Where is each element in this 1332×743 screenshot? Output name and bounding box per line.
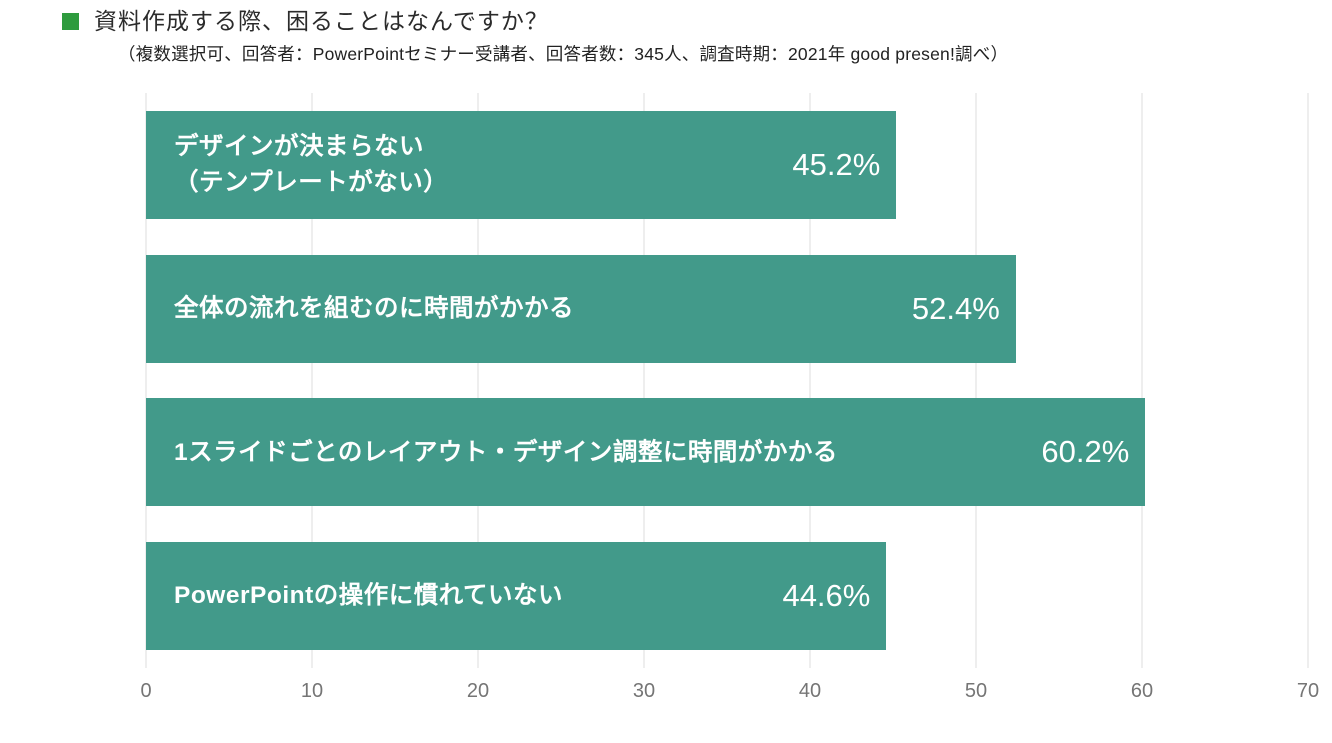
plot-area: デザインが決まらない （テンプレートがない） 45.2% 全体の流れを組むのに時間が…: [145, 93, 1309, 668]
bar: 1スライドごとのレイアウト・デザイン調整に時間がかかる 60.2%: [146, 398, 1146, 507]
gridline: [311, 93, 313, 668]
bar-value-label: 44.6%: [782, 578, 871, 614]
chart-header: 資料作成する際、困ることはなんですか？ （複数選択可、回答者：PowerPoin…: [62, 8, 1322, 66]
bar-category-label: PowerPointの操作に慣れていない: [174, 582, 564, 610]
x-axis: 0 10 20 30 40 50 60 70: [140, 668, 1319, 728]
x-axis-tick-label: 60: [1130, 680, 1154, 702]
gridline: [809, 93, 811, 668]
title-bullet-square-icon: [62, 13, 79, 30]
x-axis-tick-label: 10: [300, 680, 324, 702]
chart-subtitle: （複数選択可、回答者：PowerPointセミナー受講者、回答者数：345人、調…: [118, 43, 1009, 64]
x-axis-tick-label: 20: [466, 680, 490, 702]
x-axis-tick-label: 70: [1296, 680, 1320, 702]
bar-value-label: 52.4%: [911, 290, 1000, 326]
gridline: [145, 93, 147, 668]
bar-value-label: 45.2%: [792, 146, 881, 182]
bar-category-label: 1スライドごとのレイアウト・デザイン調整に時間がかかる: [174, 438, 838, 466]
gridline: [1307, 93, 1309, 668]
x-axis-tick-label: 50: [964, 680, 988, 702]
bar-category-label: 全体の流れを組むのに時間がかかる: [174, 294, 574, 322]
gridline: [975, 93, 977, 668]
bar: デザインが決まらない （テンプレートがない） 45.2%: [146, 110, 897, 219]
x-axis-tick-label: 40: [798, 680, 822, 702]
gridline: [1141, 93, 1143, 668]
bar: 全体の流れを組むのに時間がかかる 52.4%: [146, 254, 1016, 363]
gridline: [477, 93, 479, 668]
bar: PowerPointの操作に慣れていない 44.6%: [146, 542, 887, 651]
gridline: [643, 93, 645, 668]
x-axis-tick-label: 30: [632, 680, 656, 702]
bar-value-label: 60.2%: [1041, 434, 1130, 470]
chart-title: 資料作成する際、困ることはなんですか？: [94, 8, 549, 34]
x-axis-tick-label: 0: [140, 680, 152, 702]
bar-category-label: デザインが決まらない （テンプレートがない）: [174, 133, 449, 196]
title-row: 資料作成する際、困ることはなんですか？: [62, 8, 1322, 36]
